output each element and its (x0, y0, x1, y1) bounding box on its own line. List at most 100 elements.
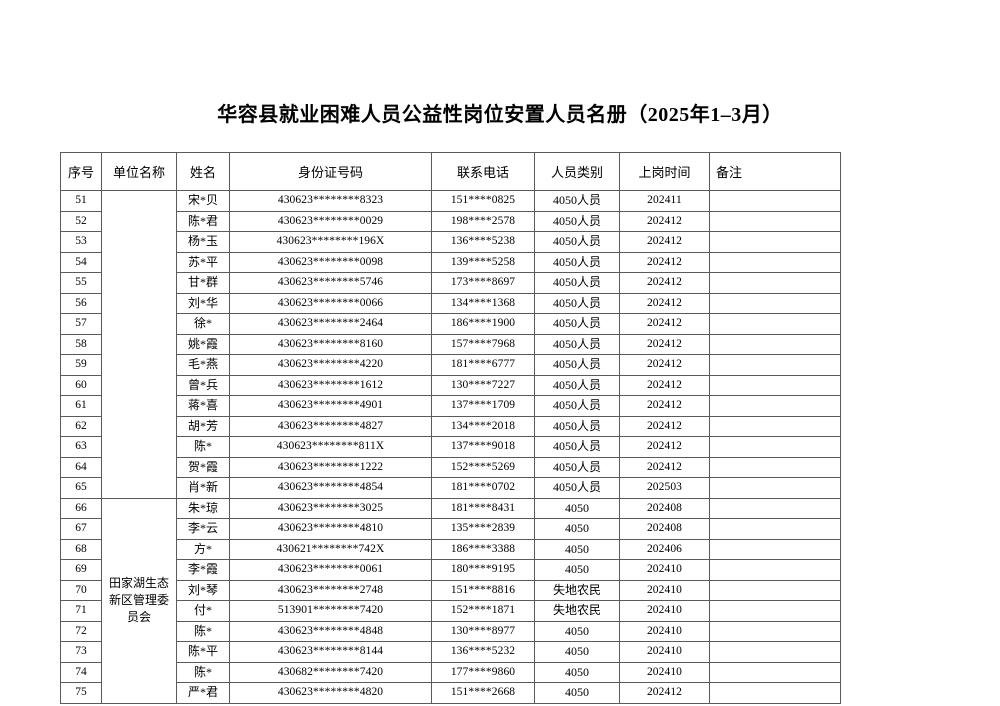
cell-remark (709, 497, 841, 519)
cell-name: 陈* (176, 661, 230, 683)
table-row: 62 胡*芳 430623********4827 134****2018 4050人员… (60, 415, 841, 437)
cell-date: 202412 (619, 251, 710, 273)
cell-name: 胡*芳 (176, 415, 230, 437)
table-row: 74 陈* 430682********7420 177****9860 4050 202… (60, 661, 841, 683)
cell-seq: 53 (60, 231, 102, 253)
cell-phone: 137****9018 (431, 436, 535, 458)
cell-category: 4050人员 (534, 210, 620, 232)
cell-name: 毛*燕 (176, 354, 230, 376)
cell-remark (709, 477, 841, 499)
cell-seq: 51 (60, 190, 102, 212)
cell-phone: 152****1871 (431, 600, 535, 622)
cell-unit (101, 190, 177, 499)
cell-date: 202503 (619, 477, 710, 499)
cell-remark (709, 374, 841, 396)
cell-name: 方* (176, 538, 230, 560)
cell-remark (709, 620, 841, 642)
cell-id: 430623********2464 (229, 313, 432, 335)
cell-phone: 151****0825 (431, 190, 535, 212)
cell-phone: 181****8431 (431, 497, 535, 519)
table-row: 69 李*霞 430623********0061 180****9195 4050 20… (60, 559, 841, 581)
cell-date: 202411 (619, 190, 710, 212)
cell-date: 202412 (619, 272, 710, 294)
cell-category: 4050人员 (534, 477, 620, 499)
cell-category: 4050人员 (534, 374, 620, 396)
cell-category: 4050人员 (534, 231, 620, 253)
column-header-phone: 联系电话 (431, 152, 535, 191)
cell-name: 陈* (176, 436, 230, 458)
cell-seq: 55 (60, 272, 102, 294)
cell-date: 202412 (619, 374, 710, 396)
cell-date: 202410 (619, 579, 710, 601)
cell-id: 430623********0066 (229, 292, 432, 314)
table-row: 61 蒋*喜 430623********4901 137****1709 4050人员… (60, 395, 841, 417)
cell-seq: 56 (60, 292, 102, 314)
cell-phone: 139****5258 (431, 251, 535, 273)
cell-category: 4050 (534, 559, 620, 581)
cell-phone: 151****8816 (431, 579, 535, 601)
table-row: 55 甘*群 430623********5746 173****8697 4050人员… (60, 272, 841, 294)
cell-id: 430623********5746 (229, 272, 432, 294)
cell-id: 430623********4220 (229, 354, 432, 376)
cell-id: 513901********7420 (229, 600, 432, 622)
table-row: 52 陈*君 430623********0029 198****2578 4050人员… (60, 210, 841, 232)
cell-name: 刘*华 (176, 292, 230, 314)
cell-date: 202412 (619, 292, 710, 314)
cell-phone: 134****2018 (431, 415, 535, 437)
cell-seq: 73 (60, 641, 102, 663)
cell-category: 4050人员 (534, 251, 620, 273)
table-row: 64 贺*霞 430623********1222 152****5269 4050人员… (60, 456, 841, 478)
cell-id: 430682********7420 (229, 661, 432, 683)
cell-category: 4050 (534, 497, 620, 519)
cell-name: 刘*琴 (176, 579, 230, 601)
cell-date: 202406 (619, 538, 710, 560)
cell-category: 4050人员 (534, 313, 620, 335)
cell-seq: 71 (60, 600, 102, 622)
cell-seq: 65 (60, 477, 102, 499)
cell-date: 202412 (619, 231, 710, 253)
cell-name: 朱*琼 (176, 497, 230, 519)
cell-remark (709, 559, 841, 581)
cell-name: 付* (176, 600, 230, 622)
cell-category: 4050 (534, 641, 620, 663)
table-row: 67 李*云 430623********4810 135****2839 4050 20… (60, 518, 841, 540)
cell-seq: 54 (60, 251, 102, 273)
cell-date: 202412 (619, 354, 710, 376)
roster-table: 序号 单位名称 姓名 身份证号码 联系电话 人员类别 上岗时间 备注 51 宋*贝… (60, 152, 841, 704)
cell-category: 4050人员 (534, 354, 620, 376)
cell-phone: 137****1709 (431, 395, 535, 417)
cell-category: 4050人员 (534, 415, 620, 437)
cell-seq: 66 (60, 497, 102, 519)
cell-name: 李*云 (176, 518, 230, 540)
cell-name: 李*霞 (176, 559, 230, 581)
cell-seq: 68 (60, 538, 102, 560)
column-header-category: 人员类别 (534, 152, 620, 191)
cell-name: 杨*玉 (176, 231, 230, 253)
cell-name: 苏*平 (176, 251, 230, 273)
cell-remark (709, 251, 841, 273)
cell-id: 430623********4854 (229, 477, 432, 499)
cell-id: 430623********4810 (229, 518, 432, 540)
cell-id: 430623********0061 (229, 559, 432, 581)
cell-id: 430623********4901 (229, 395, 432, 417)
cell-name: 陈* (176, 620, 230, 642)
cell-remark (709, 190, 841, 212)
cell-phone: 181****6777 (431, 354, 535, 376)
cell-name: 蒋*喜 (176, 395, 230, 417)
cell-phone: 173****8697 (431, 272, 535, 294)
page-title: 华容县就业困难人员公益性岗位安置人员名册（2025年1–3月） (217, 104, 783, 126)
cell-seq: 58 (60, 333, 102, 355)
cell-name: 曾*兵 (176, 374, 230, 396)
cell-remark (709, 231, 841, 253)
table-row: 59 毛*燕 430623********4220 181****6777 4050人员… (60, 354, 841, 376)
cell-phone: 177****9860 (431, 661, 535, 683)
cell-id: 430623********4820 (229, 682, 432, 704)
cell-category: 4050人员 (534, 272, 620, 294)
cell-phone: 136****5232 (431, 641, 535, 663)
cell-name: 严*君 (176, 682, 230, 704)
cell-remark (709, 436, 841, 458)
cell-phone: 130****8977 (431, 620, 535, 642)
table-row: 57 徐* 430623********2464 186****1900 4050人员 2… (60, 313, 841, 335)
cell-category: 4050人员 (534, 456, 620, 478)
cell-seq: 72 (60, 620, 102, 642)
